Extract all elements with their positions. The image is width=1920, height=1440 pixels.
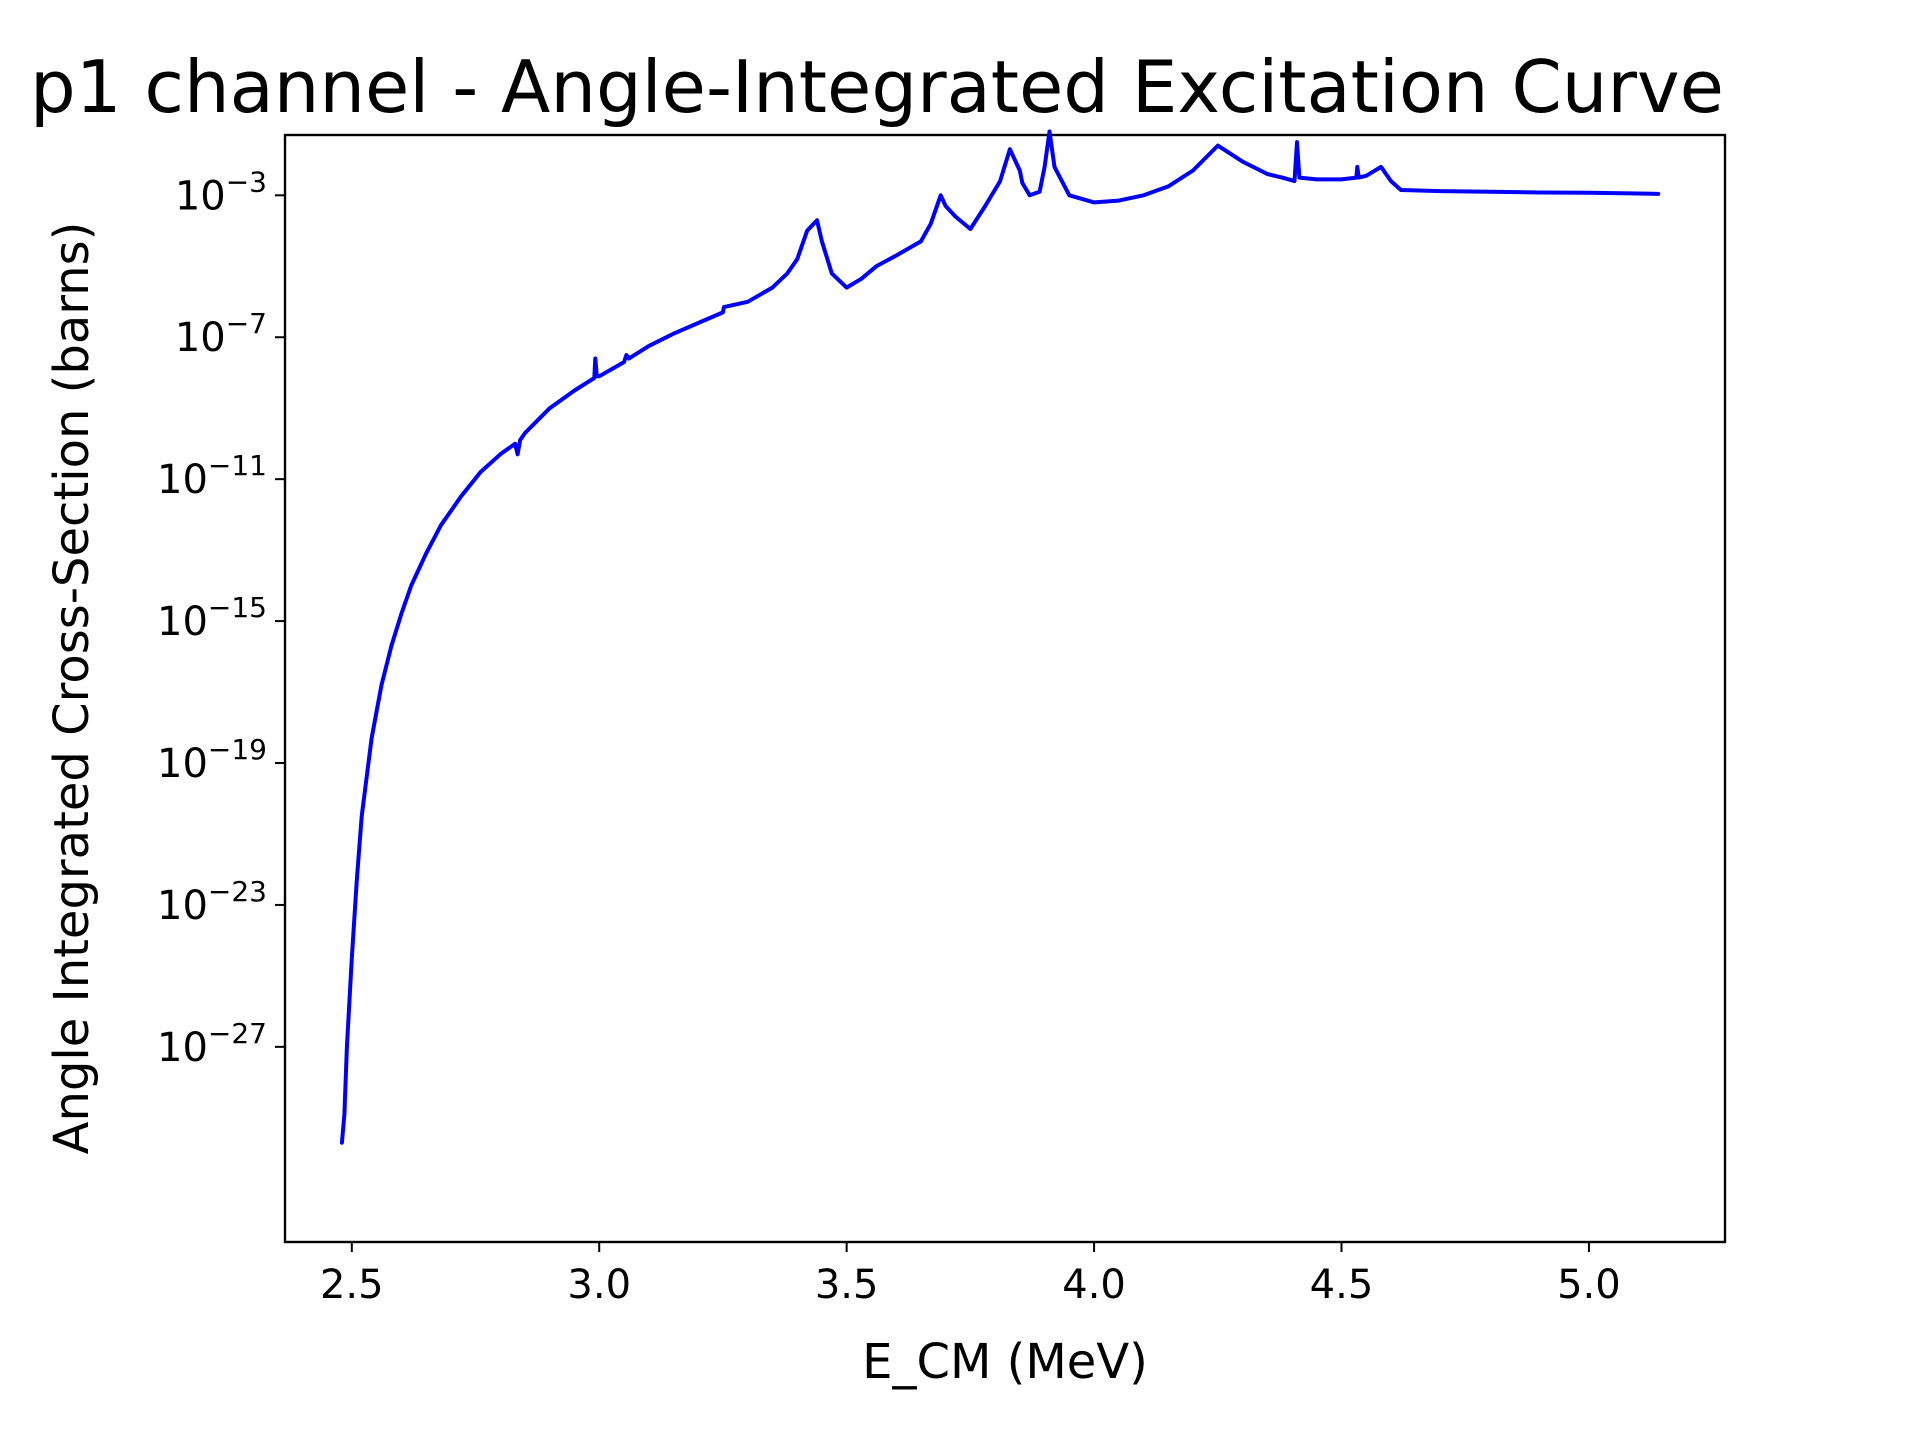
x-tick-label: 3.0 xyxy=(567,1262,631,1308)
chart-title: p1 channel - Angle-Integrated Excitation… xyxy=(30,45,1724,129)
y-tick-label: 10−3 xyxy=(175,165,267,219)
plot-area xyxy=(283,133,1727,1244)
y-tick-label: 10−7 xyxy=(175,307,267,361)
series-line xyxy=(339,129,1661,1145)
y-tick-label: 10−19 xyxy=(157,733,267,787)
x-tick-label: 3.5 xyxy=(815,1262,879,1308)
y-axis-label: Angle Integrated Cross-Section (barns) xyxy=(44,222,100,1155)
x-axis-label: E_CM (MeV) xyxy=(862,1334,1148,1390)
x-axis: 2.5 3.0 3.5 4.0 4.5 5.0 xyxy=(320,1242,1621,1308)
x-tick-label: 2.5 xyxy=(320,1262,384,1308)
y-tick-label: 10−27 xyxy=(157,1017,267,1071)
x-tick-label: 4.0 xyxy=(1062,1262,1126,1308)
y-tick-label: 10−23 xyxy=(157,875,267,929)
y-tick-label: 10−15 xyxy=(157,591,267,645)
x-tick-label: 5.0 xyxy=(1557,1262,1621,1308)
x-tick-label: 4.5 xyxy=(1310,1262,1374,1308)
y-tick-label: 10−11 xyxy=(157,449,267,503)
y-axis: 10−27 10−23 10−19 10−15 10−11 10−7 10−3 xyxy=(157,165,285,1071)
